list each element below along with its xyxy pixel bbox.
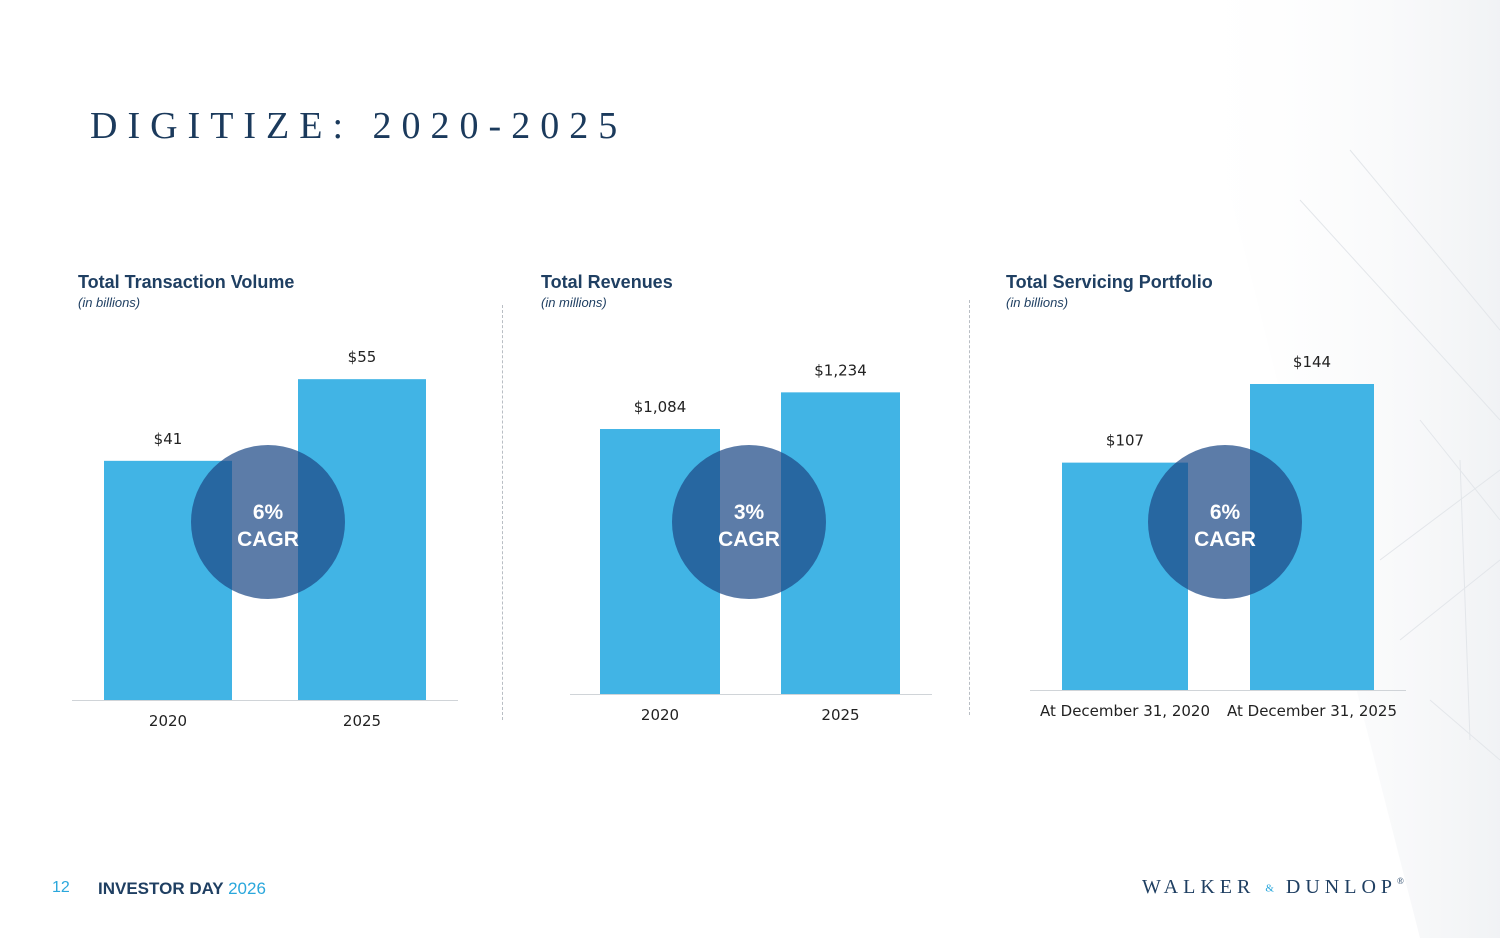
chart-3-title: Total Servicing Portfolio (1006, 272, 1213, 292)
logo-amp: & (1265, 882, 1276, 895)
cagr-circle (1148, 445, 1302, 599)
x-tick-label: At December 31, 2020 (1040, 702, 1210, 720)
divider-1 (502, 305, 503, 720)
cagr-label: CAGR (237, 528, 299, 551)
chart-total-revenues: $1,084 2020 $1,234 2025 3% CAGR (570, 361, 932, 724)
data-label: $55 (348, 348, 377, 366)
logo-right: DUNLOP (1285, 876, 1398, 898)
cagr-value: 3% (734, 501, 765, 524)
logo-reg: ® (1397, 876, 1404, 886)
cagr-value: 6% (1210, 501, 1241, 524)
cagr-value: 6% (253, 501, 284, 524)
x-tick-label: 2020 (149, 712, 187, 730)
divider-2 (969, 300, 970, 715)
cagr-label: CAGR (718, 528, 780, 551)
cagr-circle (672, 445, 826, 599)
chart-transaction-volume: $41 2020 $55 2025 6% CAGR (72, 348, 458, 730)
logo-left: WALKER (1142, 876, 1256, 898)
x-tick-label: 2025 (343, 712, 381, 730)
data-label: $144 (1293, 353, 1331, 371)
data-label: $1,084 (634, 398, 687, 416)
footer-event: INVESTOR DAY 2026 (98, 879, 266, 899)
page-number: 12 (52, 879, 70, 896)
x-tick-label: At December 31, 2025 (1227, 702, 1397, 720)
chart-2-title: Total Revenues (541, 272, 673, 292)
chart-3-subtitle: (in billions) (1006, 295, 1069, 310)
x-tick-label: 2020 (641, 706, 679, 724)
data-label: $107 (1106, 432, 1144, 450)
footer-event-name: INVESTOR DAY (98, 879, 224, 898)
cagr-circle (191, 445, 345, 599)
chart-2-subtitle: (in millions) (541, 295, 607, 310)
data-label: $1,234 (814, 361, 867, 379)
data-label: $41 (154, 430, 183, 448)
chart-1-subtitle: (in billions) (78, 295, 141, 310)
walker-dunlop-logo: WALKER & DUNLOP® (1142, 876, 1404, 899)
cagr-label: CAGR (1194, 528, 1256, 551)
footer-year: 2026 (228, 879, 266, 898)
x-tick-label: 2025 (821, 706, 859, 724)
chart-1-title: Total Transaction Volume (78, 272, 295, 292)
slide-title: DIGITIZE: 2020-2025 (90, 105, 628, 147)
chart-servicing-portfolio: $107 At December 31, 2020 $144 At December … (1030, 353, 1406, 720)
